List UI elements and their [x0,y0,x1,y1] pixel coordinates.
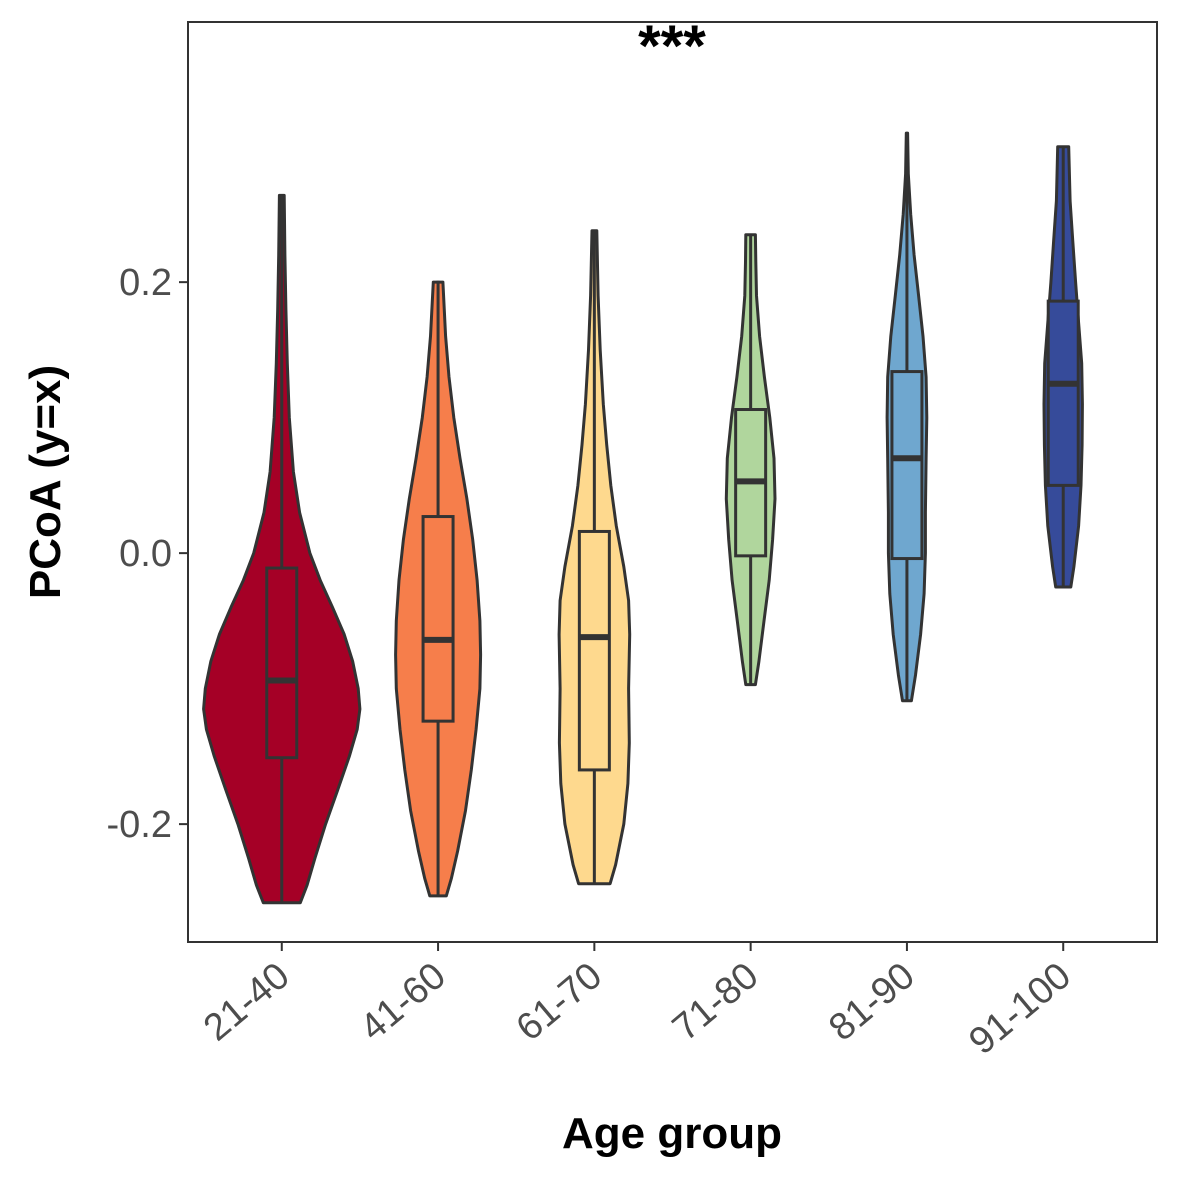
box-81-90 [890,370,924,561]
violin-group-91-100 [1042,145,1084,589]
box-41-60 [421,515,455,723]
box-21-40 [265,566,299,760]
y-axis: 0.2 0.0 -0.2 [107,262,188,846]
y-axis-title: PCoA (y=x) [21,365,70,599]
plot-area [202,131,1084,905]
panel-border [187,21,1158,943]
significance-annotation: *** [638,14,706,79]
x-axis-title: Age group [562,1109,782,1158]
y-tick-label: -0.2 [107,804,172,846]
violin-group-71-80 [724,233,777,687]
box-91-100 [1046,299,1080,487]
violin-group-41-60 [394,280,483,898]
y-tick-label: 0.0 [119,533,172,575]
violin-group-21-40 [202,193,362,905]
box-61-70 [577,529,611,772]
y-tick-label: 0.2 [119,262,172,304]
violin-group-81-90 [885,131,929,703]
violin-group-61-70 [557,229,632,886]
